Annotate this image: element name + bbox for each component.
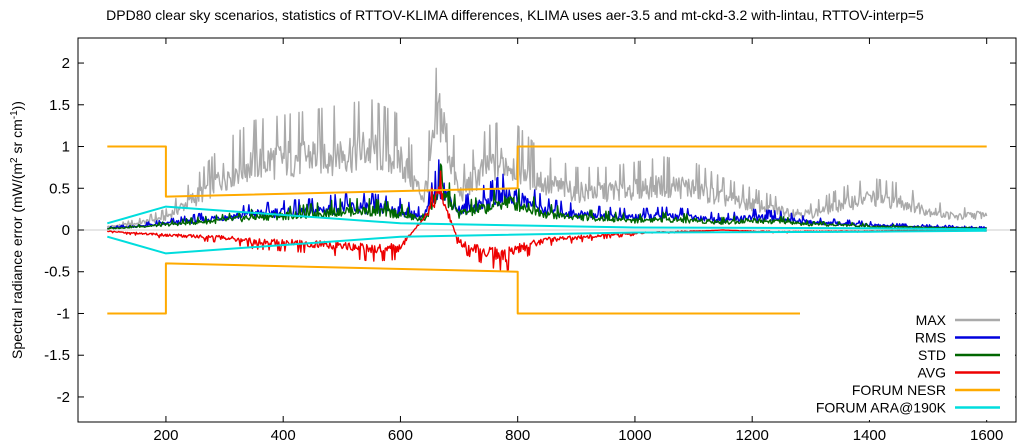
y-tick-label: -1.5 xyxy=(44,347,70,364)
series xyxy=(106,67,988,315)
y-tick-label: 1.5 xyxy=(49,97,70,114)
x-tick-label: 600 xyxy=(388,427,413,444)
legend-label-rms: RMS xyxy=(915,330,946,346)
x-tick-label: 400 xyxy=(271,427,296,444)
y-axis-ticks: 2 1.5 1 0.5 0 -0.5 -1 -1.5 -2 xyxy=(44,55,1016,406)
x-axis-ticks: 200 400 600 800 1000 1200 1400 1600 xyxy=(153,38,1003,444)
y-tick-label: 0.5 xyxy=(49,180,70,197)
y-tick-label: -0.5 xyxy=(44,264,70,281)
series-line-forum-ara-190k xyxy=(107,205,987,255)
x-tick-label: 1400 xyxy=(853,427,886,444)
y-tick-label: -1 xyxy=(57,305,70,322)
svg-text:Spectral radiance error (mW/(m: Spectral radiance error (mW/(m2 sr cm-1)… xyxy=(9,101,25,359)
x-tick-label: 1000 xyxy=(618,427,651,444)
series-line-max xyxy=(106,67,988,228)
legend-label-avg: AVG xyxy=(917,365,946,381)
x-tick-label: 200 xyxy=(153,427,178,444)
y-axis-label: Spectral radiance error (mW/(m2 sr cm-1)… xyxy=(9,101,25,359)
series-line-std xyxy=(107,163,988,230)
legend-background xyxy=(800,308,1015,420)
y-tick-label: -2 xyxy=(57,389,70,406)
y-tick-label: 2 xyxy=(62,55,70,72)
legend-label-forum-nesr: FORUM NESR xyxy=(852,382,946,398)
legend-label-forum-ara-190k: FORUM ARA@190K xyxy=(816,400,947,416)
chart-title: DPD80 clear sky scenarios, statistics of… xyxy=(106,7,924,23)
x-tick-label: 1600 xyxy=(970,427,1003,444)
legend-label-std: STD xyxy=(918,347,946,363)
x-tick-label: 800 xyxy=(505,427,530,444)
y-tick-label: 1 xyxy=(62,139,70,156)
series-line-forum-nesr xyxy=(107,145,987,315)
x-tick-label: 1200 xyxy=(736,427,769,444)
y-tick-label: 0 xyxy=(62,222,70,239)
legend-label-max: MAX xyxy=(916,312,947,328)
